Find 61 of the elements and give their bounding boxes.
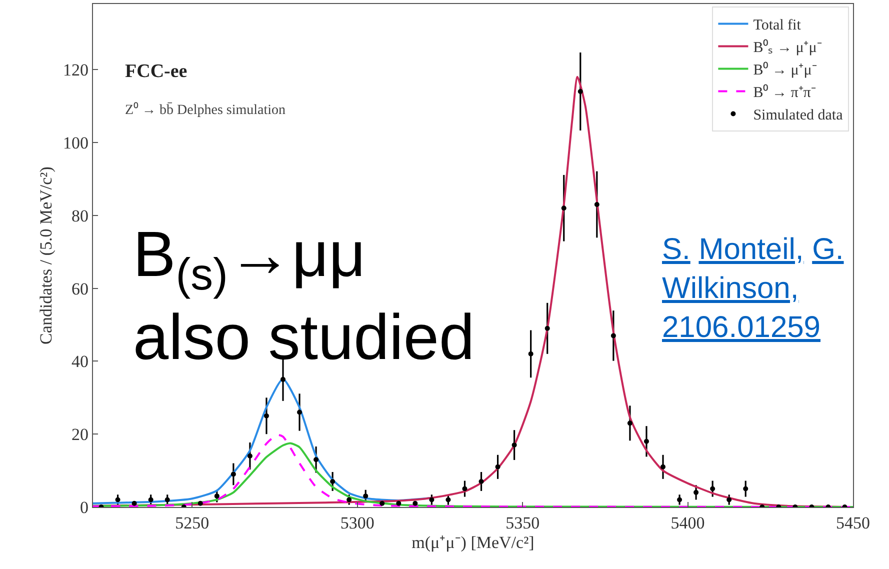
point <box>512 442 517 448</box>
x-tick-label: 5450 <box>836 514 870 532</box>
legend-label: B⁰ → π⁺π⁻ <box>753 84 816 102</box>
point <box>314 457 319 462</box>
point <box>230 472 236 477</box>
y-tick-label: 20 <box>72 425 88 444</box>
point <box>330 478 336 484</box>
point <box>380 500 385 506</box>
point <box>462 486 468 492</box>
point <box>544 326 550 331</box>
point <box>198 500 203 506</box>
point <box>297 410 302 415</box>
x-axis-title: m(μ⁺μ⁻) [MeV/c²] <box>412 532 534 552</box>
point <box>247 453 252 458</box>
point <box>726 497 732 502</box>
point <box>495 464 500 470</box>
point <box>396 500 402 506</box>
point <box>710 486 716 492</box>
legend-label: B⁰ → μ⁺μ⁻ <box>753 62 817 79</box>
point <box>627 420 632 426</box>
x-tick-label: 5300 <box>340 514 374 532</box>
point <box>594 202 600 207</box>
point <box>660 464 666 470</box>
y-tick-label: 80 <box>72 206 88 226</box>
point <box>363 494 368 499</box>
point <box>743 486 748 492</box>
annotation: S. Monteil, G. Wilkinson, 2106.01259 <box>662 233 844 344</box>
y-tick-label: 100 <box>63 133 88 152</box>
annotation: B$_{(s)}$→μμ also studied <box>133 218 475 374</box>
legend-label: Total fit <box>753 18 802 34</box>
legend-label: B⁰ₛ → μ⁺μ⁻ <box>753 39 822 56</box>
legend-label: Simulated data <box>753 108 844 124</box>
x-tick-label: 5250 <box>175 514 210 532</box>
point <box>132 500 137 506</box>
x-tick-label: 5350 <box>506 514 540 532</box>
point <box>610 333 616 338</box>
point <box>578 88 583 94</box>
point <box>264 413 269 418</box>
point <box>677 497 682 502</box>
point <box>429 497 434 502</box>
annotation: Z⁰ → bb̄ Delphes simulation <box>125 102 286 118</box>
point <box>528 351 534 356</box>
point <box>214 494 220 499</box>
y-tick-label: 40 <box>72 352 88 372</box>
point <box>164 497 170 502</box>
annotation: FCC-ee <box>125 61 188 82</box>
point <box>561 206 566 211</box>
point <box>115 497 120 502</box>
point <box>446 497 451 502</box>
point <box>478 478 484 484</box>
y-tick-label: 120 <box>63 60 88 80</box>
y-axis-title: Candidates / (5.0 MeV/c²) <box>36 166 56 344</box>
y-tick-label: 60 <box>72 279 88 298</box>
point <box>280 376 286 382</box>
point <box>148 497 154 502</box>
x-tick-label: 5400 <box>670 514 705 532</box>
point <box>412 500 418 506</box>
point <box>644 438 649 444</box>
point <box>694 490 699 495</box>
y-tick-label: 0 <box>80 498 88 517</box>
point <box>346 497 352 502</box>
